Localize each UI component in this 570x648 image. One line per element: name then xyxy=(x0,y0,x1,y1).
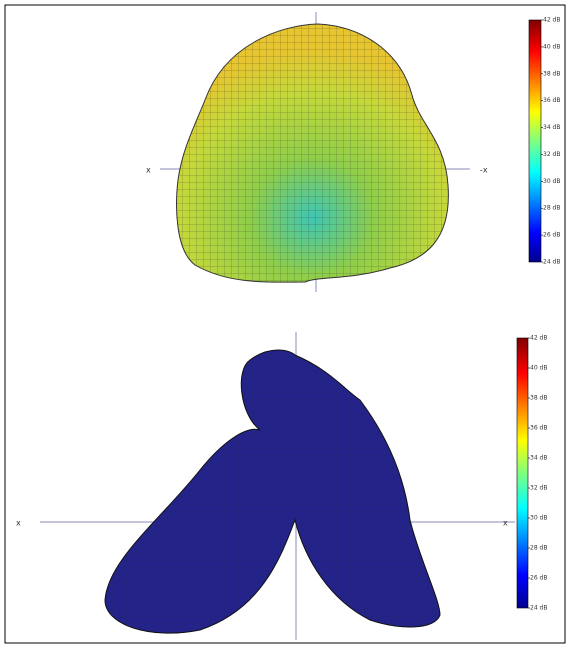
axis-label: x xyxy=(503,519,508,528)
colorbar xyxy=(516,337,529,609)
frame xyxy=(4,4,566,644)
surface-mesh xyxy=(105,350,440,634)
colorbar-tick-label: 34 dB xyxy=(543,124,560,131)
colorbar-tick-label: 34 dB xyxy=(530,455,547,462)
colorbar-tick-label: 24 dB xyxy=(543,259,560,266)
colorbar-tick-label: 28 dB xyxy=(543,205,560,212)
axis-label: x xyxy=(146,166,151,175)
surface-mesh xyxy=(176,24,449,283)
colorbar-tick-label: 40 dB xyxy=(543,43,560,50)
colorbar-tick-label: 38 dB xyxy=(530,395,547,402)
colorbar-tick-label: 26 dB xyxy=(543,232,560,239)
colorbar xyxy=(528,19,542,263)
colorbar-tick-label: 28 dB xyxy=(530,545,547,552)
colorbar-tick-label: 32 dB xyxy=(543,151,560,158)
colorbar-tick-label: 42 dB xyxy=(543,17,560,24)
colorbar-tick-label: 36 dB xyxy=(543,97,560,104)
colorbar-tick-label: 36 dB xyxy=(530,425,547,432)
colorbar-tick-label: 42 dB xyxy=(530,335,547,342)
panel: x x xyxy=(16,332,515,640)
colorbar-tick-label: 38 dB xyxy=(543,70,560,77)
panel: x -x xyxy=(146,12,488,292)
colorbar-tick-label: 32 dB xyxy=(530,485,547,492)
axis-label: -x xyxy=(480,166,488,175)
colorbar-tick-label: 26 dB xyxy=(530,575,547,582)
colorbar-tick-label: 30 dB xyxy=(543,178,560,185)
axis-label: x xyxy=(16,519,21,528)
colorbar-tick-label: 30 dB xyxy=(530,515,547,522)
colorbar-tick-label: 24 dB xyxy=(530,605,547,612)
colorbar-tick-label: 40 dB xyxy=(530,365,547,372)
